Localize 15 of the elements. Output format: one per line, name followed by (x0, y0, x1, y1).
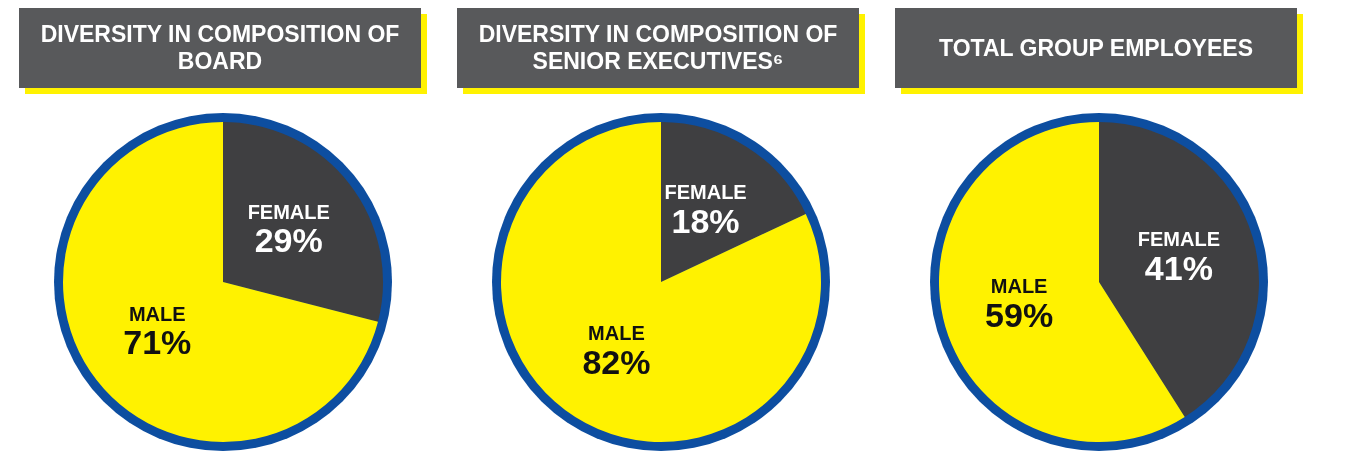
data-label: 82% (582, 342, 651, 381)
slice-label: MALE (990, 274, 1048, 297)
chart-title: DIVERSITY IN COMPOSITION OF SENIOR EXECUTIVES⁶ (457, 8, 859, 88)
chart-title: TOTAL GROUP EMPLOYEES (895, 8, 1297, 88)
data-label: 71% (123, 323, 192, 362)
data-label: 29% (254, 221, 323, 260)
chart-title: DIVERSITY IN COMPOSITION OF BOARD (19, 8, 421, 88)
data-label: 41% (1144, 249, 1213, 288)
slice-label: FEMALE (1137, 228, 1221, 251)
slice-label: MALE (588, 321, 645, 344)
slice-label: FEMALE (664, 181, 747, 204)
data-label: 18% (671, 202, 740, 241)
data-label: 59% (985, 295, 1054, 334)
slice-label: FEMALE (247, 200, 330, 223)
slice-label: MALE (128, 302, 186, 325)
